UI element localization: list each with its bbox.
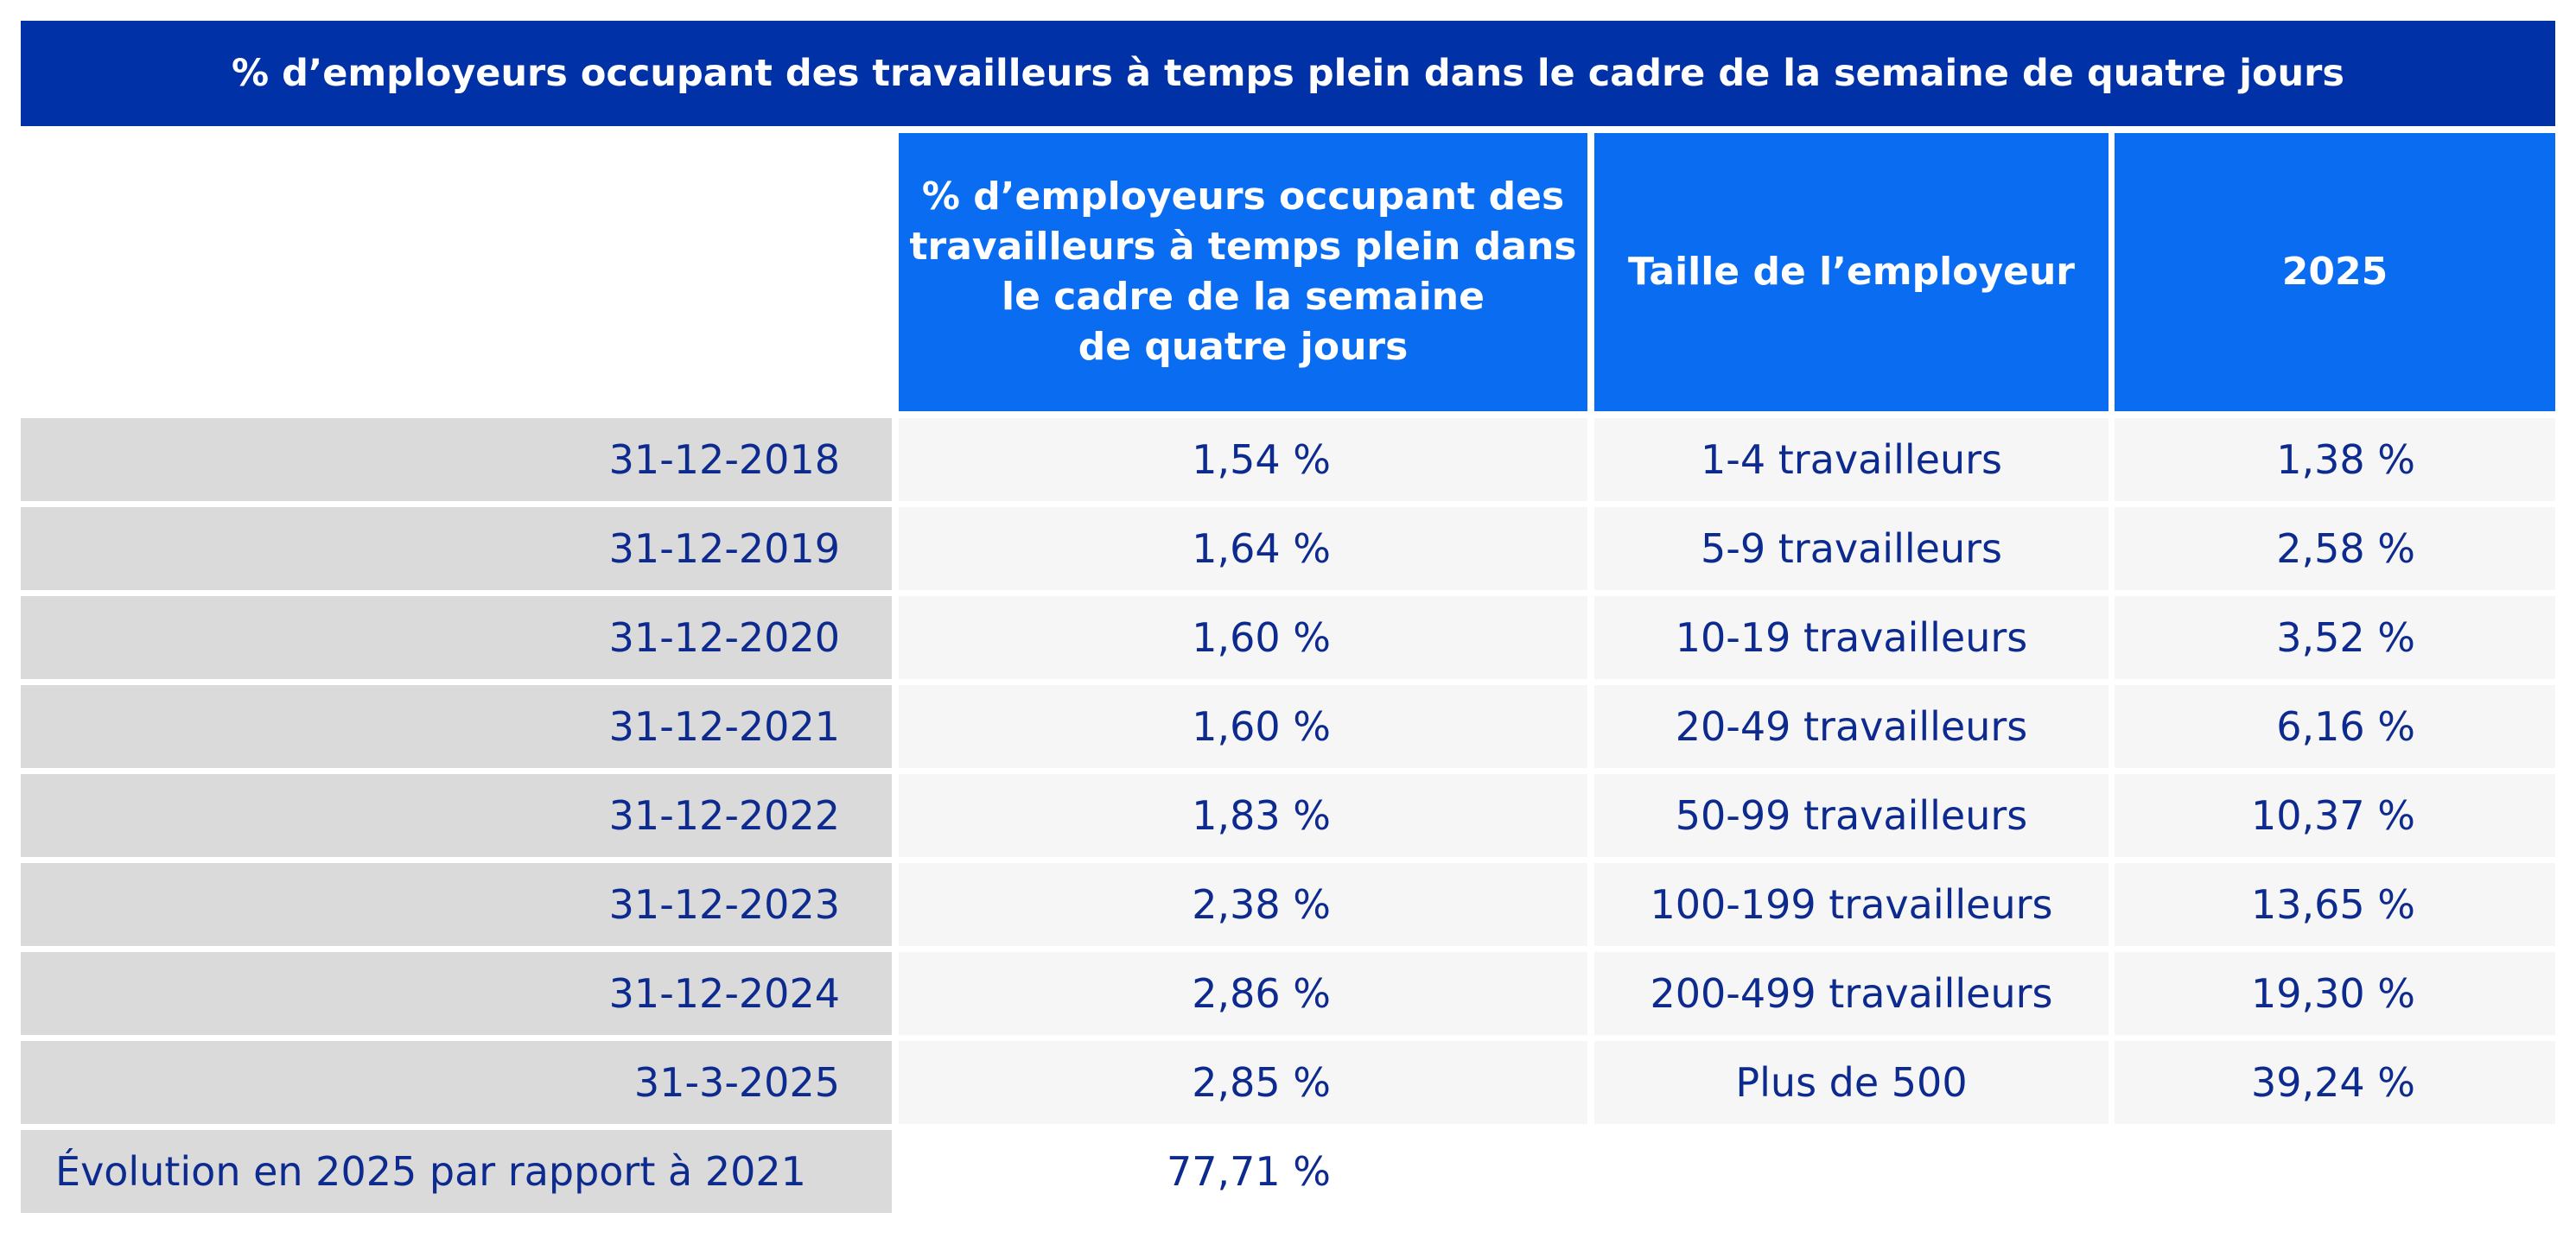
row-percentage: 2,86 % [899,952,1587,1035]
row-employer-size: 100-199 travailleurs [1594,863,2109,946]
row-employer-size: 1-4 travailleurs [1594,418,2109,501]
row-percentage: 1,64 % [899,507,1587,590]
evolution-value: 77,71 % [899,1130,1587,1213]
row-percentage: 2,38 % [899,863,1587,946]
table-title: % d’employeurs occupant des travailleurs… [21,21,2555,126]
row-2025-percentage: 6,16 % [2115,685,2555,768]
header-year: 2025 [2115,133,2555,411]
row-date: 31-12-2024 [21,952,892,1035]
row-employer-size: 20-49 travailleurs [1594,685,2109,768]
row-2025-percentage: 19,30 % [2115,952,2555,1035]
row-2025-percentage: 10,37 % [2115,774,2555,857]
row-2025-percentage: 3,52 % [2115,596,2555,679]
row-date: 31-3-2025 [21,1041,892,1124]
row-percentage: 1,83 % [899,774,1587,857]
row-percentage: 1,60 % [899,685,1587,768]
row-2025-percentage: 2,58 % [2115,507,2555,590]
row-employer-size: 10-19 travailleurs [1594,596,2109,679]
header-line: le cadre de la semaine [1002,275,1485,319]
row-percentage: 1,54 % [899,418,1587,501]
row-employer-size: Plus de 500 [1594,1041,2109,1124]
row-date: 31-12-2022 [21,774,892,857]
row-date: 31-12-2021 [21,685,892,768]
row-date: 31-12-2018 [21,418,892,501]
header-employer-percentage: % d’employeurs occupant des travailleurs… [899,133,1587,411]
row-date: 31-12-2019 [21,507,892,590]
header-employer-size: Taille de l’employeur [1594,133,2109,411]
evolution-label: Évolution en 2025 par rapport à 2021 [21,1130,892,1213]
row-2025-percentage: 1,38 % [2115,418,2555,501]
row-employer-size: 200-499 travailleurs [1594,952,2109,1035]
row-percentage: 2,85 % [899,1041,1587,1124]
header-line: travailleurs à temps plein dans [909,225,1577,269]
row-date: 31-12-2020 [21,596,892,679]
row-2025-percentage: 39,24 % [2115,1041,2555,1124]
row-date: 31-12-2023 [21,863,892,946]
row-employer-size: 5-9 travailleurs [1594,507,2109,590]
row-employer-size: 50-99 travailleurs [1594,774,2109,857]
header-line: de quatre jours [1078,325,1409,369]
header-line: % d’employeurs occupant des [921,175,1565,219]
row-2025-percentage: 13,65 % [2115,863,2555,946]
row-percentage: 1,60 % [899,596,1587,679]
